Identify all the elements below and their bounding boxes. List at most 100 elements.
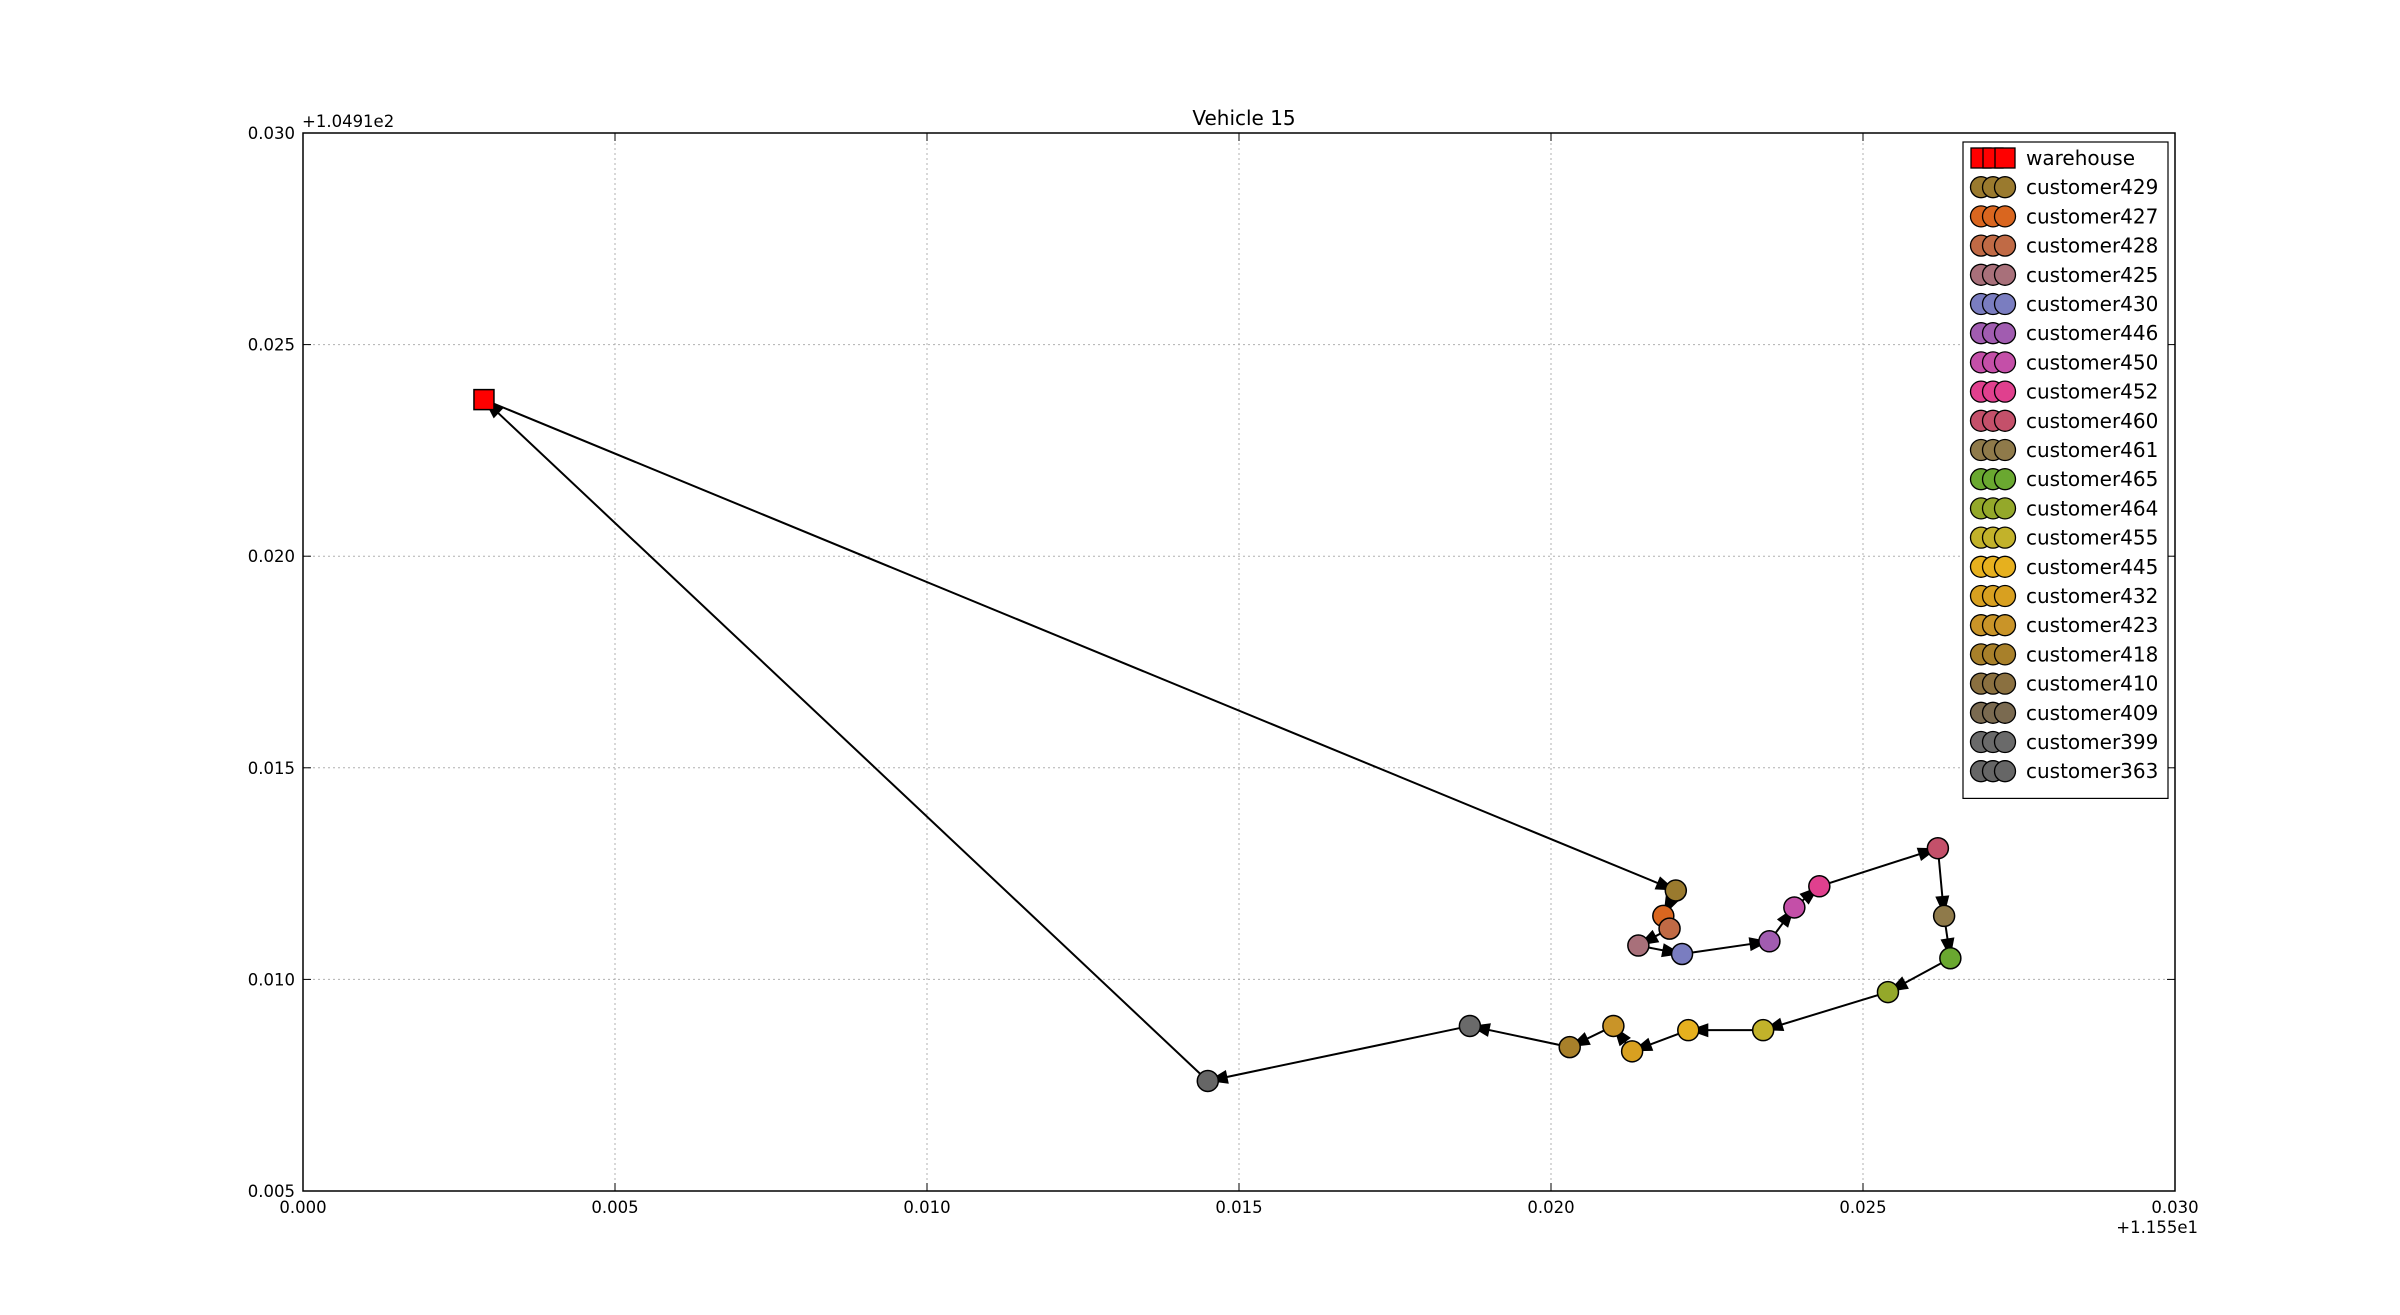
x-tick-label: 0.000 (279, 1198, 326, 1217)
y-tick-label: 0.005 (248, 1182, 295, 1201)
legend-entry: customer465 (1969, 467, 2158, 491)
legend-entry: customer464 (1969, 496, 2158, 520)
customer428-marker (1658, 917, 1681, 940)
legend-entry: customer399 (1969, 730, 2158, 754)
grid-lines (303, 133, 2175, 1191)
legend-label: customer427 (2026, 204, 2158, 228)
x-offset-label: +1.155e1 (2116, 1218, 2198, 1237)
legend-swatch (1993, 760, 2017, 783)
customer432-marker (1620, 1040, 1644, 1063)
y-tick-label: 0.010 (248, 970, 295, 989)
legend-swatch (1993, 526, 2017, 549)
legend-label: customer409 (2026, 701, 2158, 725)
legend-entry: customer363 (1969, 759, 2158, 783)
customer446-marker (1758, 930, 1781, 953)
legend-label: customer461 (2026, 438, 2158, 462)
y-tick-label: 0.025 (248, 336, 295, 355)
legend-label: customer430 (2026, 292, 2158, 316)
customer464-marker (1876, 980, 1900, 1004)
customer429-marker (1664, 879, 1688, 902)
legend-entry: customer455 (1969, 526, 2158, 550)
legend-label: warehouse (2026, 146, 2135, 170)
y-axis-ticks: 0.005 0.010 0.015 0.020 0.025 0.030 (248, 124, 2175, 1201)
legend-swatch (1993, 584, 2017, 608)
customer430-marker (1670, 942, 1694, 966)
legend-swatch (1993, 351, 2017, 374)
legend-label: customer399 (2026, 730, 2158, 754)
legend-entry: customer429 (1969, 175, 2158, 199)
legend-entry: customer427 (1969, 204, 2158, 228)
legend-swatch (1994, 147, 2016, 169)
legend-label: customer455 (2026, 526, 2158, 550)
customer425-marker (1627, 934, 1650, 957)
legend-label: customer425 (2026, 263, 2158, 287)
legend-entry: customer445 (1969, 555, 2158, 579)
legend-swatch (1993, 380, 2017, 403)
legend-swatch (1993, 292, 2017, 316)
legend-swatch (1993, 176, 2017, 199)
legend-entry: customer410 (1969, 672, 2158, 696)
customer450-marker (1783, 896, 1806, 919)
legend-swatch (1993, 614, 2017, 637)
legend-swatch (1993, 643, 2017, 666)
customer465-marker (1939, 946, 1962, 970)
legend-entry: customer446 (1969, 321, 2158, 345)
legend-swatch (1993, 234, 2017, 257)
plot-frame (302, 132, 2176, 1192)
legend-label: customer464 (2026, 496, 2158, 520)
legend-entry: customer418 (1969, 642, 2158, 666)
legend-entry: warehouse (1970, 146, 2135, 170)
legend-label: customer429 (2026, 175, 2158, 199)
legend-label: customer423 (2026, 613, 2158, 637)
stop-markers (473, 388, 1962, 1093)
legend-label: customer450 (2026, 350, 2158, 374)
legend-entry: customer430 (1969, 292, 2158, 316)
legend-swatch (1993, 497, 2017, 520)
y-tick-label: 0.020 (248, 547, 295, 566)
route-segment (483, 398, 1677, 892)
route-segment (483, 398, 1209, 1082)
legend-swatch (1993, 438, 2017, 462)
customer423-marker (1602, 1014, 1625, 1038)
legend-entry: customer461 (1969, 438, 2158, 462)
legend-entry: customer452 (1969, 380, 2158, 404)
y-tick-label: 0.030 (248, 124, 295, 143)
legend-entry: customer450 (1969, 350, 2158, 374)
legend-label: customer363 (2026, 759, 2158, 783)
legend-label: customer465 (2026, 467, 2158, 491)
route-segment (1762, 991, 1889, 1032)
customer452-marker (1808, 875, 1831, 898)
route-arrows (484, 399, 1955, 1084)
customer445-marker (1677, 1018, 1700, 1042)
route-segment (1819, 847, 1939, 888)
customer418-marker (1558, 1035, 1581, 1059)
legend-entry: customer460 (1969, 409, 2158, 433)
x-tick-label: 0.005 (591, 1198, 638, 1217)
legend-entry: customer425 (1969, 263, 2158, 287)
x-tick-label: 0.015 (1215, 1198, 1262, 1217)
legend-swatch (1993, 701, 2017, 724)
legend-entry: customer409 (1969, 701, 2158, 725)
customer399-marker (1458, 1014, 1482, 1038)
legend-entry: customer432 (1969, 584, 2158, 608)
legend-label: customer445 (2026, 555, 2158, 579)
route-path (483, 398, 1952, 1082)
legend-swatch (1993, 263, 2017, 286)
legend-label: customer432 (2026, 584, 2158, 608)
legend-label: customer428 (2026, 234, 2158, 258)
legend-swatch (1993, 555, 2017, 578)
legend-entry: customer423 (1969, 613, 2158, 637)
legend-label: customer446 (2026, 321, 2158, 345)
x-tick-label: 0.020 (1527, 1198, 1574, 1217)
legend-swatch (1993, 205, 2017, 228)
customer363-marker (1196, 1069, 1220, 1093)
legend-swatch (1993, 409, 2017, 432)
legend: warehouse customer429 customer427 customer4… (1962, 141, 2169, 800)
legend-label: customer418 (2026, 642, 2158, 666)
y-offset-label: +1.0491e2 (302, 112, 394, 131)
legend-label: customer460 (2026, 409, 2158, 433)
route-segment (1207, 1024, 1471, 1082)
chart-title: Vehicle 15 (1192, 106, 1295, 130)
legend-swatch (1993, 730, 2017, 754)
